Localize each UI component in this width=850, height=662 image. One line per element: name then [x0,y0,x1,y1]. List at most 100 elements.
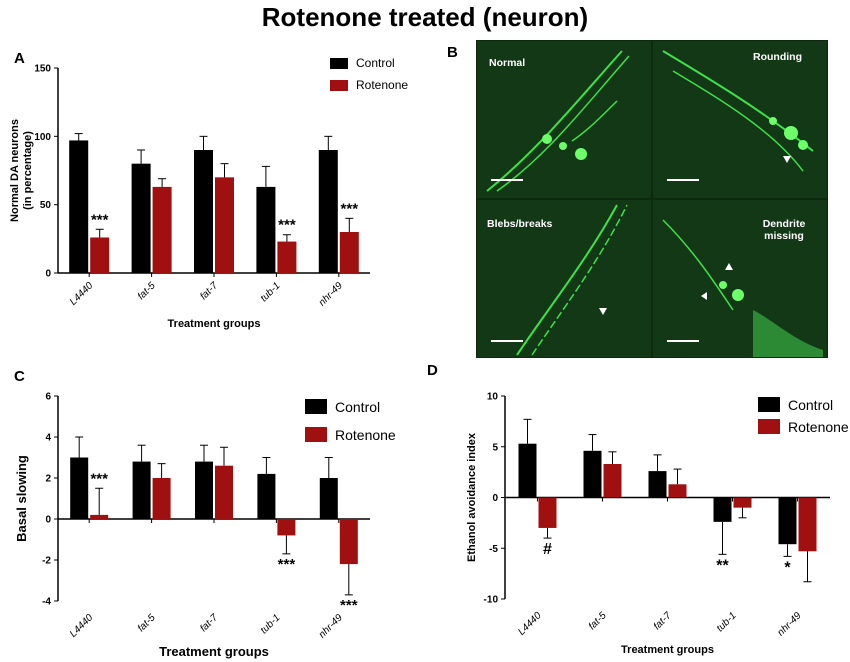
bar-control [257,473,276,519]
legend-swatch-rotenone [330,80,348,91]
bar-control [69,140,89,273]
x-tick-label: fat-7 [198,280,220,302]
x-axis-label: Treatment groups [621,644,714,656]
x-tick-label: tub-1 [259,280,283,304]
bar-rotenone [798,497,817,552]
significance-label: *** [341,200,359,217]
bar-rotenone [277,241,297,273]
bar-rotenone [90,237,110,273]
x-tick-label: nhr-49 [776,610,804,638]
x-tick-label: nhr-49 [317,612,345,640]
bar-rotenone [339,232,359,273]
microscopy-image-dendrite-missing: Dendrite missing [653,200,827,357]
microscopy-panel: Normal Rounding Blebs/breaks [476,40,828,358]
bar-rotenone [152,478,171,519]
bar-rotenone [215,177,234,273]
x-tick-label: tub-1 [259,612,283,636]
scale-bar [667,340,699,342]
panel-label-d: D [427,362,438,379]
caption-normal: Normal [489,57,526,69]
caption-rounding: Rounding [753,51,802,63]
legend-swatch-rotenone [305,427,327,442]
bar-control [319,478,338,519]
legend-label-rotenone: Rotenone [788,419,849,435]
x-tick-label: fat-5 [136,612,158,634]
bar-rotenone [90,514,109,519]
microscopy-image-blebs: Blebs/breaks [477,200,651,357]
y-axis-label: Basal slowing [14,455,29,542]
bar-rotenone [538,497,557,528]
significance-label: *** [90,470,108,487]
x-tick-label: fat-5 [136,280,158,302]
y-axis-label: Normal DA neurons(in percentage) [9,119,34,222]
microscopy-image-normal: Normal [477,41,651,198]
y-axis-label-line: (in percentage) [22,131,34,210]
panel-label-a: A [14,50,25,67]
bar-control [583,450,602,498]
legend-label-control: Control [356,56,395,70]
legend-label-rotenone: Rotenone [335,427,396,443]
y-tick-label: 10 [487,392,499,403]
y-tick-label: 6 [45,392,51,403]
legend-label-control: Control [788,397,833,413]
y-tick-label: 2 [45,474,51,485]
y-tick-label: 0 [45,515,51,526]
y-tick-label: 100 [34,132,51,143]
x-tick-label: fat-5 [587,610,609,632]
significance-label: *** [91,211,109,228]
legend-swatch-control [305,399,327,414]
scale-bar [491,340,523,342]
y-tick-label: -10 [484,595,499,606]
x-tick-label: nhr-49 [317,280,345,308]
y-tick-label: -2 [42,556,51,567]
y-tick-label: 0 [45,269,51,280]
legend-label-rotenone: Rotenone [356,78,408,92]
significance-label: *** [340,597,358,614]
bar-control [256,186,276,273]
legend-swatch-control [330,58,348,69]
bar-rotenone [277,519,296,536]
x-tick-label: L4440 [68,612,96,640]
caption-dendrite-missing: Dendrite missing [762,218,806,242]
scale-bar [667,179,699,181]
bar-rotenone [668,484,687,498]
y-tick-label: 150 [34,64,51,75]
x-axis-label: Treatment groups [168,318,261,330]
y-tick-label: -5 [489,544,498,555]
bar-rotenone [215,465,233,519]
bar-control [70,457,89,519]
y-axis-label-line: Normal DA neurons [9,119,21,222]
x-tick-label: L4440 [516,610,544,638]
significance-label: * [784,559,791,576]
bar-rotenone [733,497,752,508]
bar-rotenone [152,186,172,273]
microscopy-image-rounding: Rounding [653,41,827,198]
bar-control [194,150,213,273]
significance-label: ** [716,557,729,574]
y-tick-label: 4 [45,433,51,444]
chart-a: 0 50 100 150 L4440 fat-5 fat-7 tub-1 nhr-49 *** **… [9,56,408,330]
x-tick-label: L4440 [68,280,96,308]
legend-label-control: Control [335,399,380,415]
x-tick-label: fat-7 [198,612,220,634]
figure-title: Rotenone treated (neuron) [261,2,589,32]
bar-rotenone [339,519,358,565]
y-tick-label: 5 [492,442,498,453]
bar-control [195,461,213,519]
y-tick-label: 0 [492,493,498,504]
legend-swatch-control [758,397,780,412]
bar-control [132,461,151,519]
y-tick-label: 50 [40,200,52,211]
significance-label: # [543,541,552,558]
bar-control [648,471,667,498]
bar-control [131,163,151,273]
bar-rotenone [603,464,622,498]
scale-bar [491,179,523,181]
bar-control [778,497,797,545]
x-tick-label: tub-1 [715,610,739,634]
significance-label: *** [278,556,296,573]
caption-blebs: Blebs/breaks [487,218,553,230]
x-axis-label: Treatment groups [159,644,269,659]
y-axis-label: Ethanol avoidance index [466,432,478,562]
